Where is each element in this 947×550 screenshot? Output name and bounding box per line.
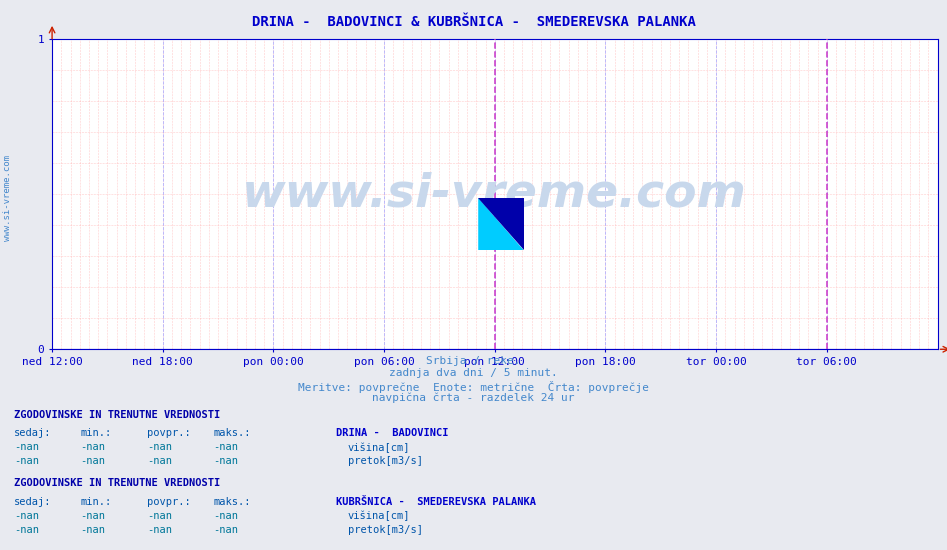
Text: -nan: -nan (213, 442, 238, 452)
Text: višina[cm]: višina[cm] (348, 442, 410, 453)
Text: min.:: min.: (80, 428, 112, 438)
Text: -nan: -nan (213, 525, 238, 535)
Text: -nan: -nan (80, 442, 105, 452)
Text: sedaj:: sedaj: (14, 428, 52, 438)
Text: min.:: min.: (80, 497, 112, 507)
Text: -nan: -nan (213, 456, 238, 466)
Text: -nan: -nan (147, 525, 171, 535)
Text: Srbija / reke.: Srbija / reke. (426, 356, 521, 366)
Text: povpr.:: povpr.: (147, 497, 190, 507)
Text: -nan: -nan (80, 456, 105, 466)
Text: -nan: -nan (14, 525, 39, 535)
Text: www.si-vreme.com: www.si-vreme.com (242, 172, 747, 216)
Text: -nan: -nan (80, 511, 105, 521)
Text: -nan: -nan (14, 442, 39, 452)
Text: pretok[m3/s]: pretok[m3/s] (348, 525, 422, 535)
Text: višina[cm]: višina[cm] (348, 511, 410, 521)
Text: -nan: -nan (14, 456, 39, 466)
Text: www.si-vreme.com: www.si-vreme.com (3, 155, 12, 241)
Polygon shape (478, 198, 524, 250)
Text: sedaj:: sedaj: (14, 497, 52, 507)
Text: -nan: -nan (147, 511, 171, 521)
Polygon shape (478, 198, 524, 250)
Text: DRINA -  BADOVINCI: DRINA - BADOVINCI (336, 428, 449, 438)
Text: maks.:: maks.: (213, 428, 251, 438)
Text: -nan: -nan (213, 511, 238, 521)
Text: Meritve: povprečne  Enote: metrične  Črta: povprečje: Meritve: povprečne Enote: metrične Črta:… (298, 381, 649, 393)
Text: -nan: -nan (147, 456, 171, 466)
Text: ZGODOVINSKE IN TRENUTNE VREDNOSTI: ZGODOVINSKE IN TRENUTNE VREDNOSTI (14, 478, 221, 488)
Text: povpr.:: povpr.: (147, 428, 190, 438)
Text: -nan: -nan (147, 442, 171, 452)
Text: KUBRŠNICA -  SMEDEREVSKA PALANKA: KUBRŠNICA - SMEDEREVSKA PALANKA (336, 497, 536, 507)
Text: ZGODOVINSKE IN TRENUTNE VREDNOSTI: ZGODOVINSKE IN TRENUTNE VREDNOSTI (14, 410, 221, 420)
Text: zadnja dva dni / 5 minut.: zadnja dva dni / 5 minut. (389, 368, 558, 378)
Text: -nan: -nan (14, 511, 39, 521)
Text: pretok[m3/s]: pretok[m3/s] (348, 456, 422, 466)
Text: DRINA -  BADOVINCI & KUBRŠNICA -  SMEDEREVSKA PALANKA: DRINA - BADOVINCI & KUBRŠNICA - SMEDEREV… (252, 15, 695, 29)
Text: navpična črta - razdelek 24 ur: navpična črta - razdelek 24 ur (372, 393, 575, 403)
Text: maks.:: maks.: (213, 497, 251, 507)
Text: -nan: -nan (80, 525, 105, 535)
